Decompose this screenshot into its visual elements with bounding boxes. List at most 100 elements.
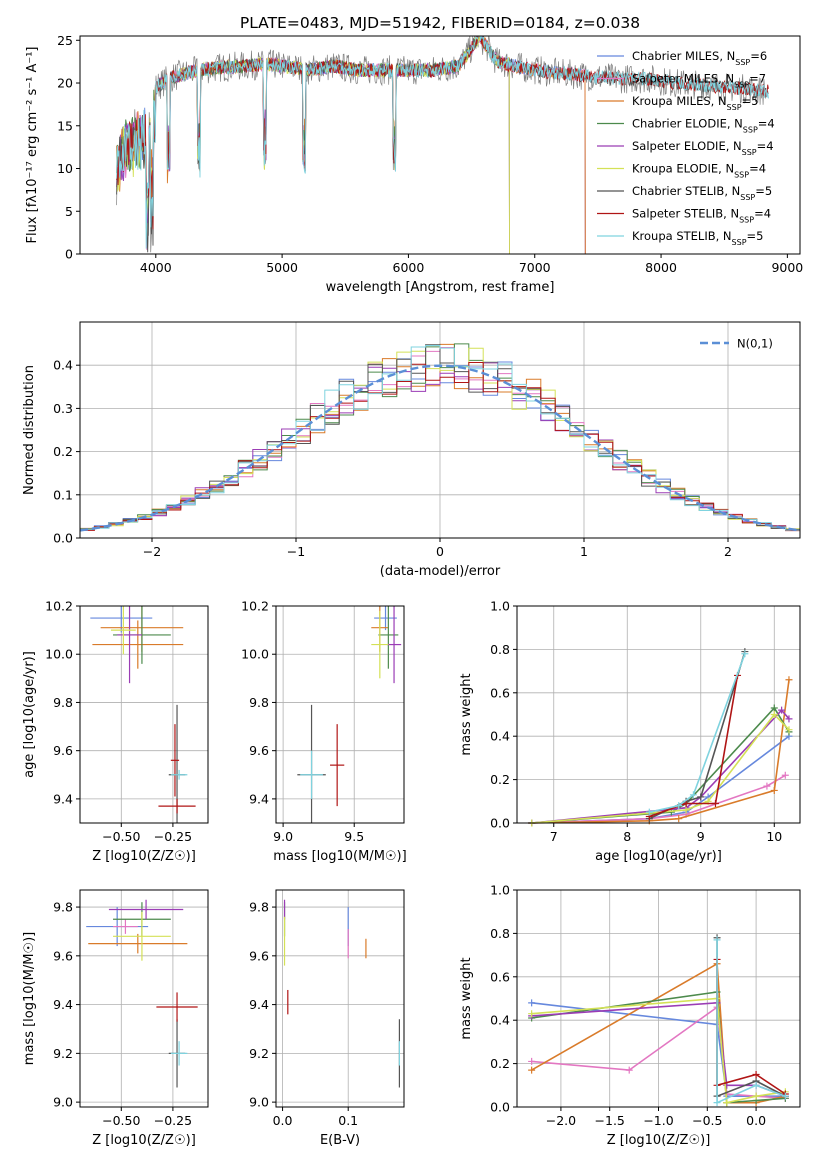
- legend-label: Kroupa STELIB, NSSP=5: [632, 229, 763, 247]
- weight-marker: [625, 1066, 633, 1074]
- y-tick-label: 0.6: [490, 685, 510, 700]
- y-tick-label: 0.4: [490, 1013, 510, 1028]
- x-tick-label: 9.0: [273, 829, 293, 844]
- legend-value: =6: [750, 49, 767, 63]
- y-tick-label: 10: [57, 161, 73, 176]
- weight-marker: [645, 808, 653, 816]
- weight-series-line: [531, 679, 790, 824]
- x-tick-label: 7: [550, 829, 558, 844]
- legend-value: =4: [754, 207, 771, 221]
- y-tick-label: 9.6: [249, 743, 269, 758]
- legend-subscript: SSP: [743, 125, 758, 134]
- y-tick-label: 9.8: [53, 695, 73, 710]
- legend-value: =5: [747, 229, 764, 243]
- legend-subscript: SSP: [739, 215, 754, 224]
- x-tick-label: −0.25: [154, 1113, 192, 1128]
- y-axis-label: Normed distribution: [22, 365, 37, 495]
- weight-marker: [778, 706, 786, 714]
- legend-value: =5: [742, 94, 759, 108]
- weight-lines: [528, 934, 789, 1107]
- weight-marker: [770, 704, 778, 712]
- y-tick-label: 0.2: [490, 1056, 510, 1071]
- errorbar-point: [330, 724, 345, 807]
- y-tick-label: 9.0: [249, 1095, 269, 1110]
- mass-weight-vs-metallicity-panel: −2.0 −1.5 −1.0 −0.5 0.0 0.0 0.2 0.4 0.6 0.8 1.0 Z […: [459, 883, 801, 1148]
- y-tick-label: 0.4: [490, 729, 510, 744]
- weight-series-line: [716, 959, 786, 1095]
- y-tick-label: 0.2: [53, 444, 73, 459]
- weight-marker: [752, 1070, 760, 1078]
- x-tick-label: −0.50: [102, 1113, 140, 1128]
- y-tick-label: 0.0: [490, 816, 510, 831]
- weight-marker: [713, 936, 721, 944]
- spectrum-panel: 4000 5000 6000 7000 8000 9000 0 5 10 15 20 25 wavele…: [25, 14, 803, 295]
- weight-marker: [781, 1092, 789, 1100]
- y-tick-label: 0: [65, 247, 73, 262]
- y-tick-label: 0.4: [53, 358, 73, 373]
- x-axis-label: Z [log10(Z/Z☉)]: [607, 1133, 711, 1148]
- errorbars: [283, 899, 401, 1088]
- legend-label: Kroupa ELODIE, NSSP=4: [632, 162, 766, 180]
- weight-marker: [723, 1099, 731, 1107]
- y-tick-label: 15: [57, 118, 73, 133]
- x-tick-label: 0.0: [746, 1113, 766, 1128]
- x-tick-label: 5000: [266, 260, 298, 275]
- errorbar-point: [110, 606, 136, 655]
- y-tick-label: 0.0: [53, 531, 73, 546]
- x-tick-label: −1: [287, 544, 305, 559]
- plot-frame: [79, 605, 209, 824]
- errorbar-point: [92, 620, 184, 669]
- legend: N(0,1): [700, 337, 773, 351]
- x-tick-label: −0.5: [692, 1113, 722, 1128]
- weight-marker: [785, 676, 793, 684]
- x-tick-label: 8: [623, 829, 631, 844]
- x-tick-label: 4000: [140, 260, 172, 275]
- y-tick-label: 1.0: [490, 883, 510, 898]
- mass-vs-metallicity-panel: −0.50 −0.25 9.0 9.2 9.4 9.6 9.8 Z [log10(Z/Z☉)]…: [22, 889, 209, 1148]
- observed-spectrum: [116, 36, 769, 253]
- weight-marker: [675, 802, 683, 810]
- legend-subscript: SSP: [732, 238, 747, 247]
- errorbar-point: [113, 919, 138, 934]
- errorbar-point: [386, 606, 402, 684]
- y-tick-label: 9.2: [249, 1046, 269, 1061]
- weight-marker: [770, 786, 778, 794]
- legend-value: =7: [749, 72, 766, 86]
- weight-marker: [763, 782, 771, 790]
- histogram-series: [80, 362, 800, 532]
- legend-value: =4: [749, 162, 766, 176]
- weight-marker: [711, 799, 719, 807]
- weight-marker: [752, 1092, 760, 1100]
- errorbar-point: [170, 724, 180, 797]
- y-tick-label: 10.2: [241, 599, 269, 614]
- weight-marker: [528, 999, 536, 1007]
- weight-series-line: [649, 653, 746, 813]
- y-tick-label: 0.0: [490, 1100, 510, 1115]
- y-tick-label: 9.4: [53, 791, 73, 806]
- legend-label: Kroupa MILES, NSSP=5: [632, 94, 758, 112]
- spectrum-lines: [116, 36, 769, 254]
- y-tick-label: 9.8: [249, 695, 269, 710]
- y-axis-label: Flux [fλ10⁻¹⁷ erg cm⁻² s⁻¹ A⁻¹]: [25, 47, 40, 244]
- y-tick-label: 0.1: [53, 487, 73, 502]
- y-tick-label: 0.8: [490, 926, 510, 941]
- weight-series-line: [716, 939, 786, 1104]
- errorbar-point: [113, 911, 171, 961]
- weight-lines: [528, 648, 793, 827]
- x-axis-label: (data-model)/error: [380, 564, 501, 579]
- legend-label: N(0,1): [737, 337, 773, 351]
- errorbar-point: [371, 610, 389, 679]
- errorbar-point: [378, 606, 399, 669]
- x-axis-label: wavelength [Angstrom, rest frame]: [326, 280, 555, 295]
- errorbar-point: [374, 606, 397, 631]
- weight-series-line: [531, 709, 790, 824]
- plot-frame: [275, 605, 405, 824]
- weight-marker: [752, 1081, 760, 1089]
- errorbar-point: [170, 1041, 188, 1066]
- errorbars: [90, 606, 196, 823]
- errorbar-point: [158, 798, 196, 814]
- y-tick-label: 9.4: [249, 997, 269, 1012]
- weight-marker: [689, 791, 697, 799]
- x-tick-label: −2.0: [546, 1113, 576, 1128]
- x-tick-label: −0.50: [102, 829, 140, 844]
